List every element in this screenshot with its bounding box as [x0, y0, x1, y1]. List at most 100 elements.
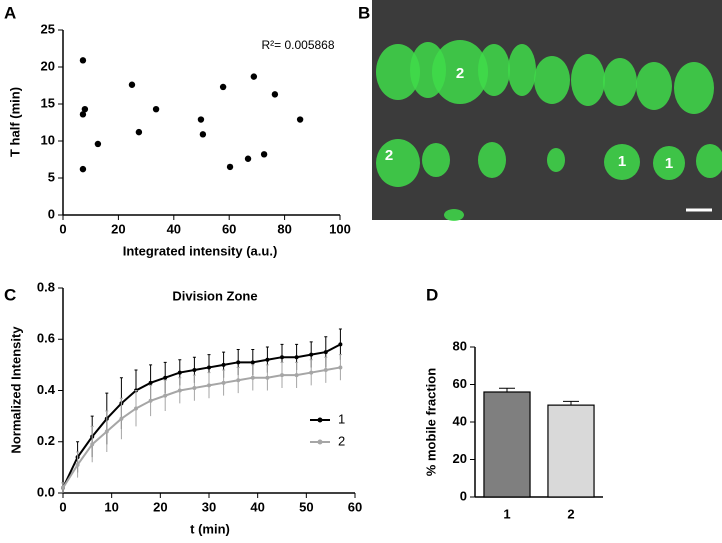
x-tick-label: 50: [299, 499, 313, 514]
nucleus: [674, 62, 714, 114]
nucleus: [422, 143, 450, 177]
nucleus: [696, 144, 722, 178]
point: [294, 373, 299, 378]
point: [309, 352, 314, 357]
series-line: [62, 366, 341, 489]
x-tick-label: 40: [250, 499, 264, 514]
y-tick-label: 0: [48, 206, 55, 221]
point: [250, 375, 255, 380]
nucleus: [376, 44, 420, 100]
x-tick-label: 80: [277, 221, 291, 236]
point: [128, 81, 136, 88]
x-tick-label: 1: [503, 506, 510, 521]
point: [163, 375, 168, 380]
bar: [483, 391, 531, 498]
point: [221, 380, 226, 385]
point: [250, 360, 255, 365]
point: [163, 393, 168, 398]
point: [265, 357, 270, 362]
point: [280, 355, 284, 360]
y-tick-label: 40: [453, 413, 467, 428]
nucleus: [534, 56, 570, 104]
point: [75, 462, 80, 467]
nucleus: [444, 209, 464, 221]
point: [265, 375, 270, 380]
nucleus: [376, 139, 420, 187]
x-tick-label: 60: [222, 221, 236, 236]
y-tick-label: 60: [453, 376, 467, 391]
point: [296, 116, 304, 123]
point: [199, 131, 207, 138]
cell-label: 1: [618, 153, 626, 170]
nucleus: [478, 44, 510, 96]
point: [309, 370, 314, 375]
y-tick-label: 10: [41, 132, 55, 147]
point: [152, 105, 160, 113]
point: [207, 365, 211, 370]
nucleus: [603, 58, 637, 106]
nucleus: [636, 62, 672, 110]
y-tick-label: 0.0: [37, 484, 55, 499]
panel-label: A: [4, 3, 16, 22]
legend-label: 1: [338, 411, 345, 426]
cell-label: 2: [456, 65, 464, 82]
point: [135, 128, 143, 136]
bar: [547, 404, 595, 498]
point: [148, 380, 153, 385]
nucleus: [508, 44, 536, 96]
x-tick-label: 60: [348, 499, 362, 514]
point: [294, 355, 299, 360]
point: [236, 378, 241, 383]
x-axis-title: Integrated intensity (a.u.): [123, 243, 278, 258]
nucleus: [604, 144, 640, 180]
point: [323, 350, 328, 355]
y-tick-label: 0: [460, 488, 467, 503]
point: [271, 91, 279, 98]
x-tick-label: 10: [104, 499, 118, 514]
y-tick-label: 20: [41, 58, 55, 73]
point: [221, 362, 226, 367]
point: [94, 140, 102, 148]
y-tick-label: 25: [41, 21, 55, 36]
y-tick-label: 15: [41, 95, 55, 110]
panel-label: D: [426, 285, 438, 304]
y-axis-title: Normalized Intensity: [8, 326, 23, 454]
x-tick-label: 100: [329, 221, 351, 236]
point: [244, 155, 252, 162]
point: [250, 73, 258, 80]
legend-marker: [317, 439, 323, 445]
nucleus: [547, 148, 565, 172]
cell-label: 2: [385, 147, 393, 164]
cell-label: 1: [665, 155, 673, 172]
point: [338, 365, 343, 370]
point: [104, 429, 109, 434]
point: [61, 485, 65, 490]
chart-title: Division Zone: [172, 288, 257, 303]
y-tick-label: 5: [48, 169, 55, 184]
point: [81, 105, 89, 113]
y-tick-label: 0.6: [37, 331, 55, 346]
point: [79, 111, 87, 118]
nucleus: [478, 142, 506, 178]
y-axis-title: % mobile fraction: [423, 368, 438, 476]
point: [79, 57, 87, 64]
x-axis-title: t (min): [190, 521, 230, 536]
y-tick-label: 0.4: [37, 382, 56, 397]
point: [192, 368, 197, 372]
panel-label: C: [4, 285, 16, 304]
x-tick-label: 0: [59, 221, 66, 236]
point: [119, 416, 124, 421]
y-tick-label: 80: [453, 338, 467, 353]
annotation: R²= 0.005868: [261, 38, 334, 52]
point: [236, 360, 241, 365]
point: [323, 368, 328, 372]
error-bar: [563, 400, 579, 406]
point: [207, 383, 211, 388]
nucleus: [571, 54, 605, 106]
nucleus: [432, 40, 488, 104]
y-tick-label: 20: [453, 451, 467, 466]
series-line: [62, 343, 341, 489]
point: [219, 83, 227, 91]
y-tick-label: 0.2: [37, 433, 55, 448]
point: [260, 151, 268, 158]
